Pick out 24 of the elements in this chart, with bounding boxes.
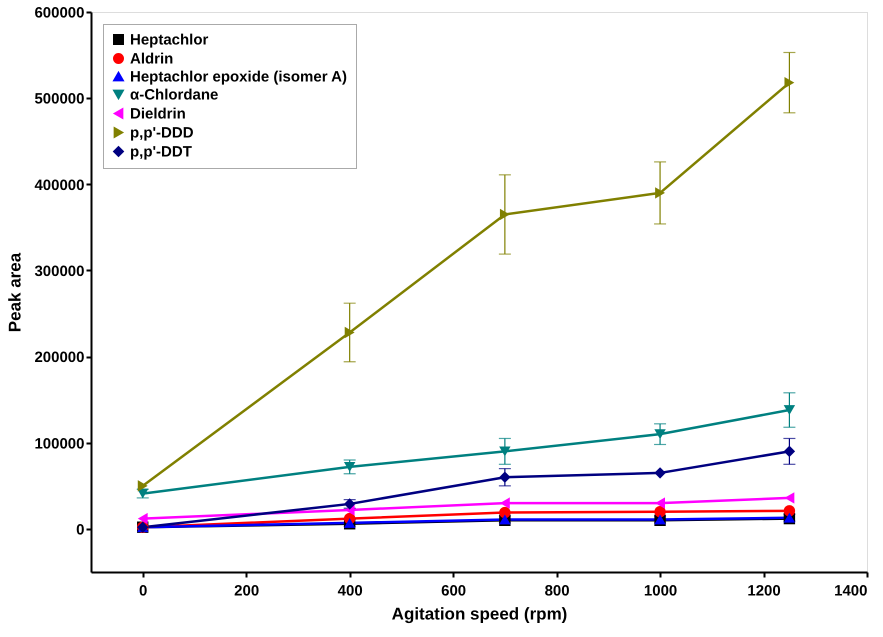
legend-label: p,p'-DDT xyxy=(130,144,192,160)
legend-label: Heptachlor epoxide (isomer A) xyxy=(130,68,347,86)
x-tick-label: 200 xyxy=(234,582,260,600)
y-tick-label: 100000 xyxy=(34,435,84,452)
x-tick-label: 0 xyxy=(139,582,148,600)
legend-label: p,p'-DDD xyxy=(130,124,194,142)
y-axis-title: Peak area xyxy=(5,252,24,332)
x-tick-label: 1000 xyxy=(644,582,678,600)
legend-label: Dieldrin xyxy=(130,106,186,122)
y-tick-label: 0 xyxy=(76,521,84,538)
x-axis-title: Agitation speed (rpm) xyxy=(392,604,568,624)
legend-label: Heptachlor xyxy=(130,32,209,48)
x-tick-label: 1400 xyxy=(834,582,868,600)
y-tick-label: 300000 xyxy=(34,262,84,280)
y-tick-label: 500000 xyxy=(34,90,84,108)
x-tick-label: 400 xyxy=(338,582,363,600)
legend-label: Aldrin xyxy=(130,50,174,68)
y-tick-label: 600000 xyxy=(34,4,84,22)
x-tick-label: 600 xyxy=(441,582,466,600)
x-tick-label: 1200 xyxy=(747,582,781,600)
legend-label: α-Chlordane xyxy=(130,86,218,104)
y-tick-label: 200000 xyxy=(34,349,84,366)
y-tick-label: 400000 xyxy=(34,176,84,194)
x-tick-label: 800 xyxy=(544,582,570,600)
